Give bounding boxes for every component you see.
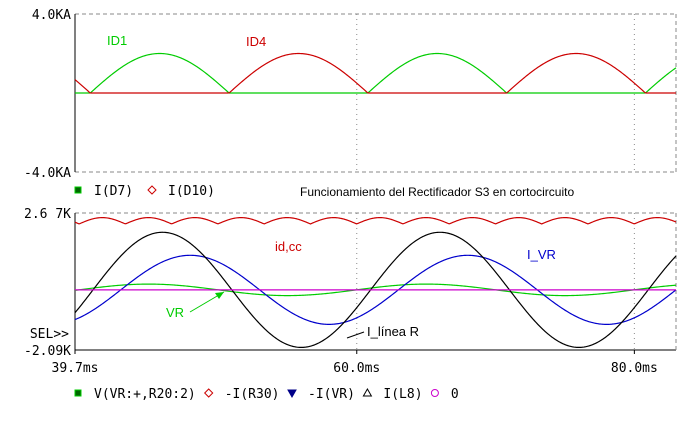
legend-marker-filled-square xyxy=(74,389,82,397)
annotation-i-vr: I_VR xyxy=(527,247,556,262)
x-tick-label: 80.0ms xyxy=(611,361,658,376)
top-ytick-min: -4.0KA xyxy=(24,166,71,181)
legend-label: I(D7) xyxy=(94,184,133,199)
series-i-r30-line xyxy=(74,217,677,225)
x-tick-label: 39.7ms xyxy=(52,361,99,376)
series-i-d7-line xyxy=(75,52,677,94)
annotation-id1: ID1 xyxy=(107,33,127,48)
series-i-l8-line xyxy=(74,231,677,349)
annotation-vr: VR xyxy=(166,305,184,320)
annotation-vr-arrowhead xyxy=(215,292,224,299)
annotation-i-linea-r: I_línea R xyxy=(367,324,419,339)
bottom-plot-area xyxy=(74,212,677,354)
legend-label: V(VR:+,R20:2) xyxy=(94,387,196,402)
annotation-idcc: id,cc xyxy=(275,239,302,254)
series-i-vr-line xyxy=(74,254,677,325)
annotation-i-linea-r-arrow xyxy=(346,331,365,339)
legend-marker-triangle xyxy=(362,387,373,397)
legend-marker-diamond xyxy=(203,388,214,398)
chart-labels: 4.0KA -4.0KA 2.6 7K -2.09K SEL>> 39.7ms 60.0ms… xyxy=(24,8,658,376)
bottom-ytick-max: 2.6 7K xyxy=(24,207,71,222)
series-v-vr-line xyxy=(74,283,677,297)
sel-label: SEL>> xyxy=(30,327,69,342)
top-plot-area xyxy=(74,13,677,173)
legend-label: 0 xyxy=(451,387,459,402)
legend-label: -I(R30) xyxy=(225,387,280,402)
annotation-id4: ID4 xyxy=(246,34,266,49)
legend-label: -I(VR) xyxy=(308,387,355,402)
legend-marker-filled-square xyxy=(74,186,82,194)
bottom-ytick-min: -2.09K xyxy=(24,344,71,359)
plot-title: Funcionamiento del Rectificador S3 en co… xyxy=(300,185,574,199)
top-ytick-max: 4.0KA xyxy=(32,8,71,23)
x-tick-label: 60.0ms xyxy=(333,361,380,376)
legend-label: I(L8) xyxy=(383,387,422,402)
legend-marker-circle xyxy=(430,389,439,397)
legend-marker-filled-triangle xyxy=(287,389,297,399)
legend-label: I(D10) xyxy=(168,184,215,199)
series-i-d10-line xyxy=(74,52,676,94)
legend-marker-diamond xyxy=(147,185,157,195)
chart-legends: I(D7) I(D10) Funcionamiento del Rectificad… xyxy=(74,184,574,402)
